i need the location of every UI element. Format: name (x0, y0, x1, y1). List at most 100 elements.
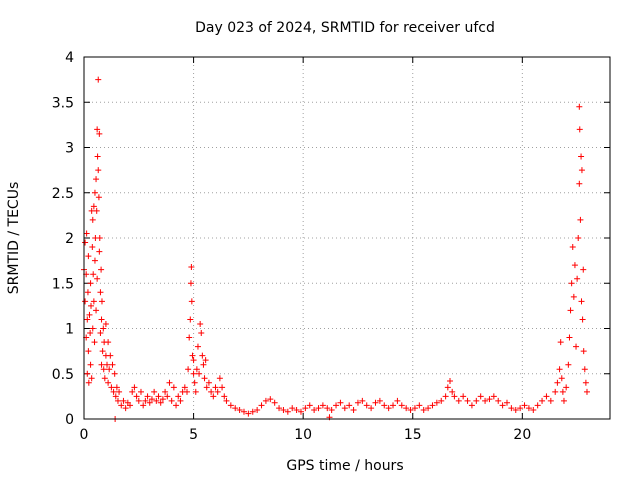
data-point (490, 393, 497, 400)
data-point (202, 357, 209, 364)
data-point (578, 298, 585, 305)
data-point (563, 384, 570, 391)
data-point (112, 393, 119, 400)
y-tick-label: 2 (65, 231, 74, 247)
data-point (94, 153, 101, 160)
data-point (105, 339, 112, 346)
data-point (89, 244, 96, 251)
data-point (271, 399, 278, 406)
data-point (198, 330, 205, 337)
data-point (101, 375, 108, 382)
data-point (122, 405, 129, 412)
data-point (100, 325, 107, 332)
data-point (93, 307, 100, 314)
data-point (558, 375, 565, 382)
data-point (547, 397, 554, 404)
data-point (328, 406, 335, 413)
data-point (120, 397, 127, 404)
data-point (576, 103, 583, 110)
data-point (90, 271, 97, 278)
data-point (372, 399, 379, 406)
data-point (346, 402, 353, 409)
data-point (184, 388, 191, 395)
data-point (201, 375, 208, 382)
data-point (194, 343, 201, 350)
data-point (84, 370, 91, 377)
data-point (187, 316, 194, 323)
data-point (87, 361, 94, 368)
data-point (97, 289, 104, 296)
data-point (85, 348, 92, 355)
data-point (503, 399, 510, 406)
data-point (570, 293, 577, 300)
grid-lines (84, 57, 610, 419)
y-tick-label: 0 (65, 412, 74, 428)
data-point (447, 377, 454, 384)
data-point (187, 280, 194, 287)
data-point (98, 316, 105, 323)
data-point (407, 406, 414, 413)
data-point (567, 307, 574, 314)
data-point (219, 384, 226, 391)
data-point (249, 408, 256, 415)
data-point (105, 379, 112, 386)
data-point (341, 405, 348, 412)
data-point (566, 334, 573, 341)
data-point (477, 393, 484, 400)
data-point (98, 361, 105, 368)
plot-frame (83, 56, 611, 420)
data-point (85, 379, 92, 386)
data-point (433, 399, 440, 406)
data-point (137, 388, 144, 395)
data-point (276, 405, 283, 412)
data-point (486, 396, 493, 403)
data-point (91, 189, 98, 196)
data-point (579, 316, 586, 323)
data-points (81, 76, 590, 422)
data-point (394, 397, 401, 404)
data-point (210, 393, 217, 400)
data-point (337, 399, 344, 406)
y-tick-labels: 0 0.5 1 1.5 2 2.5 3 3.5 4 (52, 50, 74, 428)
data-point (146, 399, 153, 406)
data-point (95, 194, 102, 201)
data-point (135, 397, 142, 404)
y-tick-label: 1.5 (52, 276, 74, 292)
data-point (129, 388, 136, 395)
data-point (302, 405, 309, 412)
data-point (95, 167, 102, 174)
data-point (573, 343, 580, 350)
data-point (468, 402, 475, 409)
data-point (192, 388, 199, 395)
data-point (306, 402, 313, 409)
data-point (107, 352, 114, 359)
data-point (212, 384, 219, 391)
data-point (190, 370, 197, 377)
data-point (142, 397, 149, 404)
data-point (315, 405, 322, 412)
data-point (208, 388, 215, 395)
data-point (284, 408, 291, 415)
data-point (569, 244, 576, 251)
data-point (109, 361, 116, 368)
data-point (151, 388, 158, 395)
data-point (104, 361, 111, 368)
data-point (177, 397, 184, 404)
data-point (82, 239, 89, 246)
data-point (473, 397, 480, 404)
data-point (223, 397, 230, 404)
x-tick-label: 10 (294, 427, 312, 443)
data-point (199, 352, 206, 359)
data-point (245, 410, 252, 417)
data-point (94, 275, 101, 282)
data-point (525, 405, 532, 412)
data-point (254, 406, 261, 413)
data-point (438, 397, 445, 404)
data-point (376, 397, 383, 404)
data-point (449, 388, 456, 395)
data-point (97, 330, 104, 337)
data-point (221, 393, 228, 400)
axis-ticks (83, 56, 610, 420)
data-point (350, 406, 357, 413)
data-point (118, 402, 125, 409)
